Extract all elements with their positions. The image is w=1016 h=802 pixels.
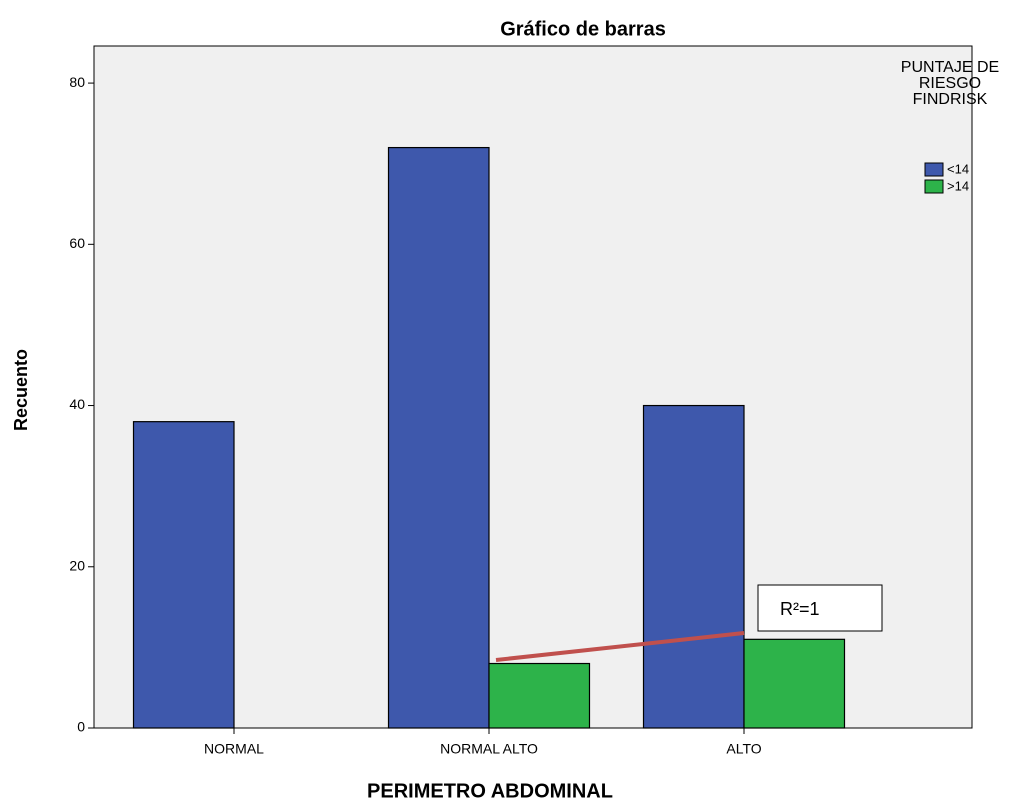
y-tick-label: 40 <box>69 396 85 412</box>
trend-line <box>495 631 745 662</box>
y-tick-label: 60 <box>69 235 85 251</box>
legend-label: <14 <box>947 161 969 176</box>
annotation: R²=1 <box>780 599 820 619</box>
legend-title: PUNTAJE DE RIESGO FINDRISK <box>900 59 1000 108</box>
y-tick-label: 20 <box>69 557 85 573</box>
legend-label: >14 <box>947 178 969 193</box>
legend-swatch <box>924 179 944 194</box>
y-tick-label: 80 <box>69 74 85 90</box>
y-tick-label: 0 <box>77 719 85 735</box>
bar <box>743 638 846 729</box>
marks <box>132 146 846 729</box>
y-axis-label: Recuento <box>11 349 31 431</box>
x-axis-label: PERIMETRO ABDOMINAL <box>367 780 613 802</box>
bar <box>132 421 235 729</box>
annotation-box <box>757 584 883 632</box>
bar <box>488 662 591 729</box>
chart-title: Gráfico de barras <box>500 18 666 40</box>
x-tick-label: NORMAL ALTO <box>440 741 538 757</box>
legend-swatch <box>924 162 944 177</box>
bar <box>387 146 490 729</box>
x-tick-label: NORMAL <box>204 741 264 757</box>
bar <box>642 404 745 729</box>
x-tick-label: ALTO <box>726 741 761 757</box>
